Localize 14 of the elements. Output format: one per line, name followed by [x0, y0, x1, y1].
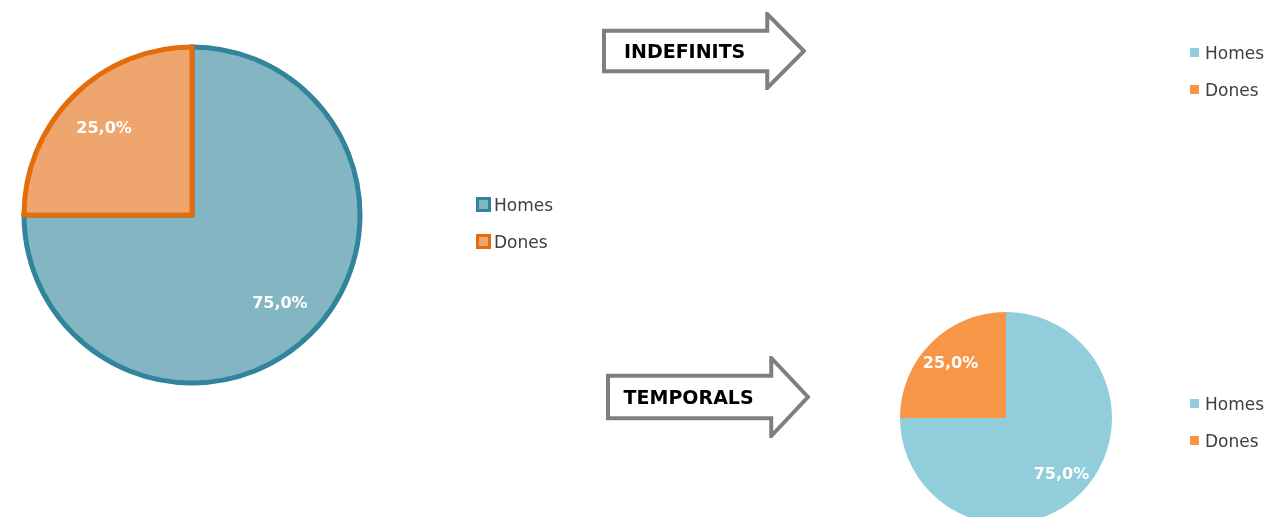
data-label: 75,0% — [252, 293, 308, 313]
legend-label: Homes — [1205, 393, 1265, 414]
category-label: Dones — [1205, 79, 1259, 100]
legend-label: Dones — [494, 231, 548, 252]
legend-label: Dones — [1205, 430, 1259, 451]
data-label: 75,0% — [1033, 463, 1090, 483]
pie-slice — [21, 44, 363, 386]
data-label: 25,0% — [922, 353, 979, 373]
text: INDEFINITS — [622, 39, 747, 64]
pie-slice — [21, 44, 195, 218]
text: TEMPORALS — [622, 385, 755, 410]
legend-label: Homes — [494, 194, 554, 215]
category-label: Homes — [1205, 42, 1265, 63]
data-label: 25,0% — [76, 117, 132, 137]
